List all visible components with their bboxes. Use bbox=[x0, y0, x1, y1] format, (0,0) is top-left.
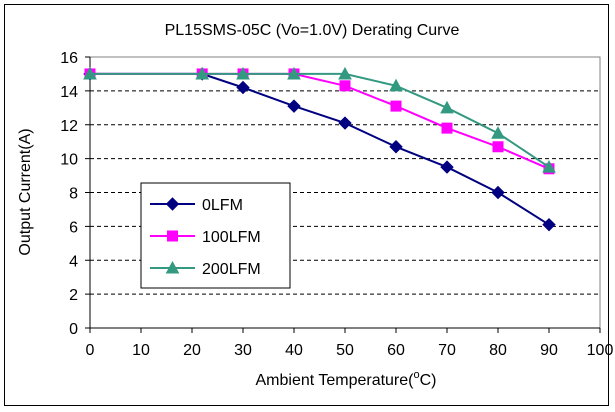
y-tick-label-8: 8 bbox=[69, 186, 78, 203]
x-tick-label-10: 10 bbox=[132, 342, 150, 359]
data-point-200lfm-22 bbox=[195, 66, 210, 80]
data-point-200lfm-50 bbox=[338, 66, 352, 80]
data-point-200lfm-30 bbox=[236, 66, 250, 80]
data-point-200lfm-40 bbox=[287, 66, 301, 80]
y-tick-label-14: 14 bbox=[60, 84, 78, 101]
y-tick-label-10: 10 bbox=[60, 152, 78, 169]
legend-marker-100lfm bbox=[167, 230, 178, 242]
data-point-0lfm-70 bbox=[440, 160, 454, 174]
legend-label-200lfm: 200LFM bbox=[202, 261, 261, 278]
y-tick-label-16: 16 bbox=[60, 50, 78, 67]
x-tick-label-60: 60 bbox=[387, 342, 405, 359]
x-axis-ticks: 0 10 20 30 40 50 60 70 80 90 100 bbox=[86, 328, 614, 359]
y-axis-ticks: 0 2 4 6 8 10 12 14 16 bbox=[60, 50, 90, 338]
data-point-0lfm-50 bbox=[338, 116, 352, 130]
x-tick-label-20: 20 bbox=[183, 342, 201, 359]
data-point-0lfm-90 bbox=[542, 217, 556, 232]
legend-label-0lfm: 0LFM bbox=[202, 197, 243, 214]
x-axis-label-main: Ambient Temperature( bbox=[255, 372, 414, 389]
x-tick-label-100: 100 bbox=[587, 342, 614, 359]
data-point-100lfm-70 bbox=[441, 122, 453, 134]
legend-marker-0lfm bbox=[165, 197, 180, 211]
x-tick-label-80: 80 bbox=[489, 342, 507, 359]
data-point-200lfm-80 bbox=[491, 126, 505, 139]
series-group bbox=[83, 66, 556, 232]
x-axis-label: Ambient Temperature(oC) bbox=[255, 369, 436, 389]
x-axis-label-unit: C) bbox=[420, 372, 437, 389]
y-tick-label-4: 4 bbox=[69, 253, 78, 270]
data-point-200lfm-60 bbox=[389, 78, 403, 92]
legend: 0LFM 100LFM 200LFM bbox=[140, 182, 291, 289]
legend-label-100lfm: 100LFM bbox=[202, 229, 261, 246]
data-point-0lfm-80 bbox=[491, 185, 505, 200]
data-point-0lfm-60 bbox=[389, 140, 403, 154]
x-axis-label-degree: o bbox=[413, 369, 419, 381]
x-tick-label-70: 70 bbox=[438, 342, 456, 359]
chart-title: PL15SMS-05C (Vo=1.0V) Derating Curve bbox=[165, 22, 460, 39]
y-tick-label-0: 0 bbox=[69, 321, 78, 338]
data-point-100lfm-60 bbox=[390, 100, 402, 112]
legend-marker-200lfm bbox=[165, 260, 180, 274]
x-tick-label-90: 90 bbox=[540, 342, 558, 359]
x-tick-label-50: 50 bbox=[336, 342, 354, 359]
data-point-100lfm-80 bbox=[492, 141, 504, 153]
data-point-200lfm-70 bbox=[440, 100, 454, 114]
data-point-0lfm-30 bbox=[236, 80, 250, 95]
y-tick-label-12: 12 bbox=[60, 118, 78, 135]
x-tick-label-30: 30 bbox=[234, 342, 252, 359]
y-tick-label-6: 6 bbox=[69, 219, 78, 236]
x-tick-label-0: 0 bbox=[86, 342, 95, 359]
y-tick-label-2: 2 bbox=[69, 287, 78, 304]
data-point-200lfm-0 bbox=[83, 66, 97, 80]
y-axis-label: Output Current(A) bbox=[17, 128, 34, 255]
data-point-0lfm-40 bbox=[287, 99, 301, 113]
data-point-100lfm-50 bbox=[339, 80, 351, 92]
x-tick-label-40: 40 bbox=[285, 342, 303, 359]
data-point-200lfm-90 bbox=[542, 160, 556, 173]
